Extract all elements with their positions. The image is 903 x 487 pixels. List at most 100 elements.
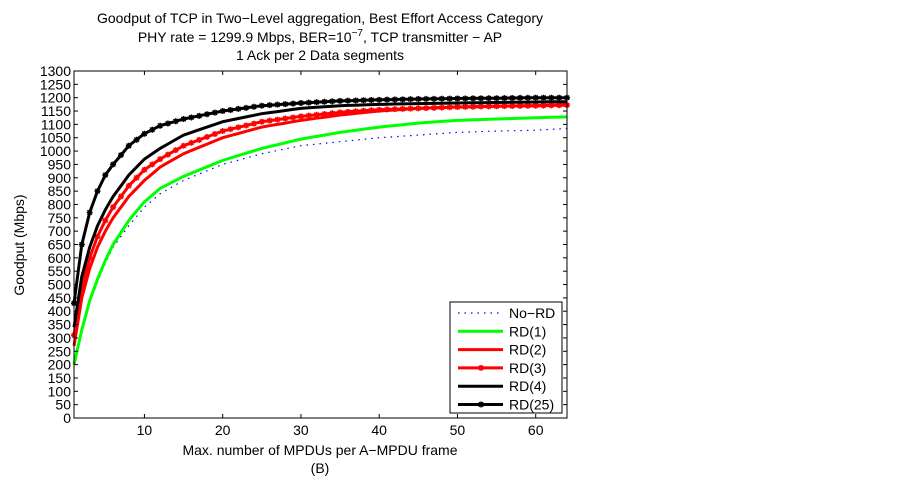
x-tick-label: 50 bbox=[450, 422, 466, 438]
title-line-2-superscript: −7 bbox=[352, 28, 364, 39]
data-point-marker bbox=[266, 102, 273, 109]
data-point-marker bbox=[532, 102, 539, 109]
data-point-marker bbox=[305, 99, 312, 106]
data-point-marker bbox=[117, 193, 124, 200]
data-point-marker bbox=[290, 100, 297, 107]
data-point-marker bbox=[337, 109, 344, 116]
data-point-marker bbox=[157, 156, 164, 163]
data-point-marker bbox=[78, 241, 85, 248]
title-line-2-suffix: , TCP transmitter − AP bbox=[363, 29, 502, 45]
data-point-marker bbox=[524, 102, 531, 109]
y-tick-label: 1150 bbox=[41, 103, 71, 119]
data-point-marker bbox=[133, 136, 140, 143]
data-point-marker bbox=[376, 96, 383, 103]
y-tick-label: 1100 bbox=[41, 116, 71, 132]
legend-label: RD(2) bbox=[509, 342, 546, 358]
data-point-marker bbox=[352, 97, 359, 104]
data-point-marker bbox=[282, 101, 289, 108]
series-rd-4- bbox=[72, 100, 568, 328]
data-point-marker bbox=[391, 106, 398, 113]
legend-label: RD(25) bbox=[509, 397, 554, 413]
legend: No−RD RD(1) RD(2) RD(3) RD(4) RD(25) bbox=[449, 301, 563, 414]
data-point-marker bbox=[548, 94, 555, 101]
data-point-marker bbox=[172, 147, 179, 154]
data-point-marker bbox=[352, 108, 359, 115]
data-point-marker bbox=[196, 112, 203, 119]
data-point-marker bbox=[360, 107, 367, 114]
legend-label: No−RD bbox=[509, 305, 555, 321]
legend-item: RD(1) bbox=[458, 323, 546, 339]
data-point-marker bbox=[219, 108, 226, 115]
data-point-marker bbox=[133, 174, 140, 181]
y-tick-label: 550 bbox=[48, 263, 72, 279]
y-tick-label: 250 bbox=[48, 343, 72, 359]
data-point-marker bbox=[470, 103, 477, 110]
data-point-marker bbox=[548, 102, 555, 109]
data-point-marker bbox=[337, 97, 344, 104]
data-point-marker bbox=[86, 209, 93, 216]
series-line bbox=[72, 115, 568, 365]
data-point-marker bbox=[313, 111, 320, 118]
plot-area: 0501001502002503003504004505005506006507… bbox=[40, 63, 570, 438]
y-tick-label: 650 bbox=[48, 237, 72, 253]
data-point-marker bbox=[501, 95, 508, 102]
legend-item: RD(2) bbox=[458, 342, 546, 358]
y-tick-label: 500 bbox=[48, 277, 72, 293]
data-point-marker bbox=[149, 126, 156, 133]
data-point-marker bbox=[219, 128, 226, 135]
data-point-marker bbox=[297, 113, 304, 120]
data-point-marker bbox=[407, 96, 414, 103]
data-point-marker bbox=[305, 112, 312, 119]
y-tick-label: 1200 bbox=[40, 90, 71, 106]
data-point-marker bbox=[94, 233, 101, 240]
chart-title-line-1: Goodput of TCP in Two−Level aggregation,… bbox=[97, 10, 543, 26]
data-point-marker bbox=[180, 142, 187, 149]
data-point-marker bbox=[368, 107, 375, 114]
data-point-marker bbox=[102, 172, 109, 179]
data-point-marker bbox=[110, 161, 117, 168]
y-tick-label: 300 bbox=[48, 330, 72, 346]
series-rd-3- bbox=[71, 102, 570, 339]
y-tick-label: 700 bbox=[48, 223, 72, 239]
data-point-marker bbox=[524, 94, 531, 101]
data-point-marker bbox=[227, 126, 234, 133]
series-line bbox=[73, 127, 568, 365]
data-point-marker bbox=[282, 115, 289, 122]
data-point-marker bbox=[384, 96, 391, 103]
legend-marker bbox=[478, 364, 484, 371]
legend-label: RD(3) bbox=[509, 360, 546, 376]
data-point-marker bbox=[164, 120, 171, 127]
series-no-rd bbox=[73, 127, 568, 365]
data-point-marker bbox=[477, 103, 484, 110]
data-point-marker bbox=[540, 102, 547, 109]
data-point-marker bbox=[290, 114, 297, 121]
data-point-marker bbox=[470, 95, 477, 102]
y-tick-label: 900 bbox=[48, 170, 72, 186]
data-point-marker bbox=[462, 103, 469, 110]
y-tick-label: 1000 bbox=[40, 143, 71, 159]
data-point-marker bbox=[430, 95, 437, 102]
data-point-marker bbox=[227, 106, 234, 113]
data-point-marker bbox=[141, 130, 148, 137]
legend-item: RD(25) bbox=[458, 397, 554, 413]
data-point-marker bbox=[454, 95, 461, 102]
y-tick-label: 750 bbox=[48, 210, 72, 226]
data-point-marker bbox=[407, 105, 414, 112]
data-point-marker bbox=[517, 102, 524, 109]
data-point-marker bbox=[438, 104, 445, 111]
data-point-marker bbox=[211, 130, 218, 137]
data-point-marker bbox=[399, 96, 406, 103]
data-point-marker bbox=[258, 102, 265, 109]
data-point-marker bbox=[556, 102, 563, 109]
y-tick-label: 1050 bbox=[40, 130, 71, 146]
series-rd-1- bbox=[72, 115, 568, 365]
y-tick-label: 600 bbox=[48, 250, 72, 266]
data-point-marker bbox=[329, 98, 336, 105]
data-point-marker bbox=[493, 95, 500, 102]
series-line bbox=[72, 96, 567, 304]
chart-title-line-3: 1 Ack per 2 Data segments bbox=[236, 47, 404, 63]
data-point-marker bbox=[485, 103, 492, 110]
data-point-marker bbox=[110, 204, 117, 211]
y-axis-label: Goodput (Mbps) bbox=[11, 194, 27, 295]
